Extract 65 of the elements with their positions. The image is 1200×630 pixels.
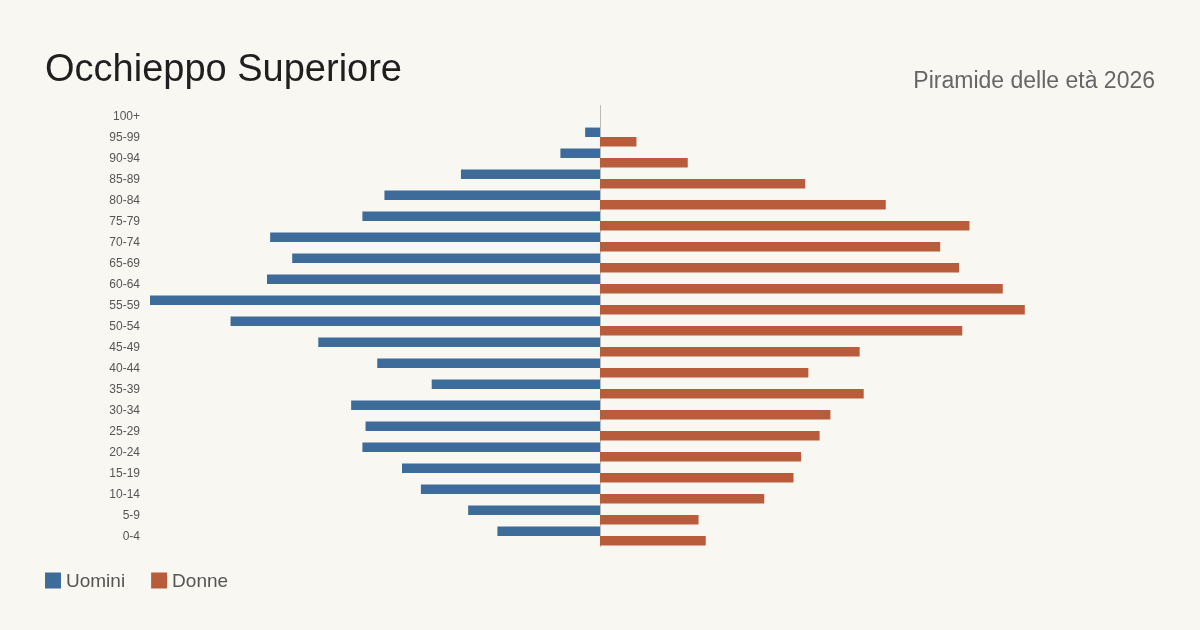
bar bbox=[362, 442, 600, 452]
y-tick-label: 30-34 bbox=[109, 403, 141, 417]
bar bbox=[460, 169, 600, 179]
bar bbox=[267, 274, 600, 284]
bar bbox=[365, 421, 600, 431]
y-tick-label: 75-79 bbox=[109, 214, 141, 228]
bar bbox=[600, 431, 820, 441]
bar bbox=[600, 410, 831, 420]
bar bbox=[600, 452, 802, 462]
bar bbox=[318, 337, 600, 347]
y-tick-label: 95-99 bbox=[109, 130, 141, 144]
bar bbox=[600, 137, 637, 147]
y-tick-label: 0-4 bbox=[122, 529, 141, 543]
y-tick-label: 35-39 bbox=[109, 382, 141, 396]
y-tick-label: 85-89 bbox=[109, 172, 141, 186]
bar bbox=[377, 358, 600, 368]
bar bbox=[420, 484, 600, 494]
y-tick-label: 70-74 bbox=[109, 235, 141, 249]
bar bbox=[230, 316, 600, 326]
y-tick-label: 25-29 bbox=[109, 424, 141, 438]
bar bbox=[351, 400, 600, 410]
chart-subtitle: Piramide delle età 2026 bbox=[913, 66, 1156, 93]
bar bbox=[497, 526, 600, 536]
y-tick-label: 15-19 bbox=[109, 466, 141, 480]
y-tick-label: 20-24 bbox=[109, 445, 141, 459]
chart-title: Occhieppo Superiore bbox=[45, 47, 402, 89]
y-tick-label: 80-84 bbox=[109, 193, 141, 207]
bar bbox=[600, 473, 794, 483]
bar bbox=[560, 148, 600, 158]
y-tick-label: 5-9 bbox=[122, 508, 141, 522]
bar bbox=[600, 347, 860, 357]
y-tick-label: 65-69 bbox=[109, 256, 141, 270]
bar bbox=[600, 221, 970, 231]
y-tick-label: 45-49 bbox=[109, 340, 141, 354]
y-tick-label: 50-54 bbox=[109, 319, 141, 333]
y-tick-label: 60-64 bbox=[109, 277, 141, 291]
bar bbox=[402, 463, 600, 473]
bar bbox=[600, 179, 806, 189]
y-tick-label: 10-14 bbox=[109, 487, 141, 501]
bar bbox=[270, 232, 600, 242]
bar bbox=[585, 127, 600, 137]
bar bbox=[600, 284, 1003, 294]
bar bbox=[362, 211, 600, 221]
bar bbox=[600, 536, 706, 546]
bar bbox=[600, 389, 864, 399]
y-tick-label: 100+ bbox=[112, 109, 140, 123]
bar bbox=[600, 494, 765, 504]
bar bbox=[600, 200, 886, 210]
bar bbox=[600, 305, 1025, 315]
bar bbox=[600, 263, 960, 273]
bar bbox=[600, 368, 809, 378]
bar bbox=[600, 158, 688, 168]
y-tick-label: 55-59 bbox=[109, 298, 141, 312]
legend-label: Donne bbox=[172, 570, 229, 591]
bar bbox=[384, 190, 600, 200]
legend-label: Uomini bbox=[66, 570, 126, 591]
bar bbox=[468, 505, 600, 515]
bar bbox=[292, 253, 600, 263]
y-tick-label: 90-94 bbox=[109, 151, 141, 165]
bar bbox=[431, 379, 600, 389]
y-tick-label: 40-44 bbox=[109, 361, 141, 375]
bar bbox=[600, 242, 941, 252]
bar bbox=[600, 326, 963, 336]
bar bbox=[150, 295, 600, 305]
bar bbox=[600, 515, 699, 525]
